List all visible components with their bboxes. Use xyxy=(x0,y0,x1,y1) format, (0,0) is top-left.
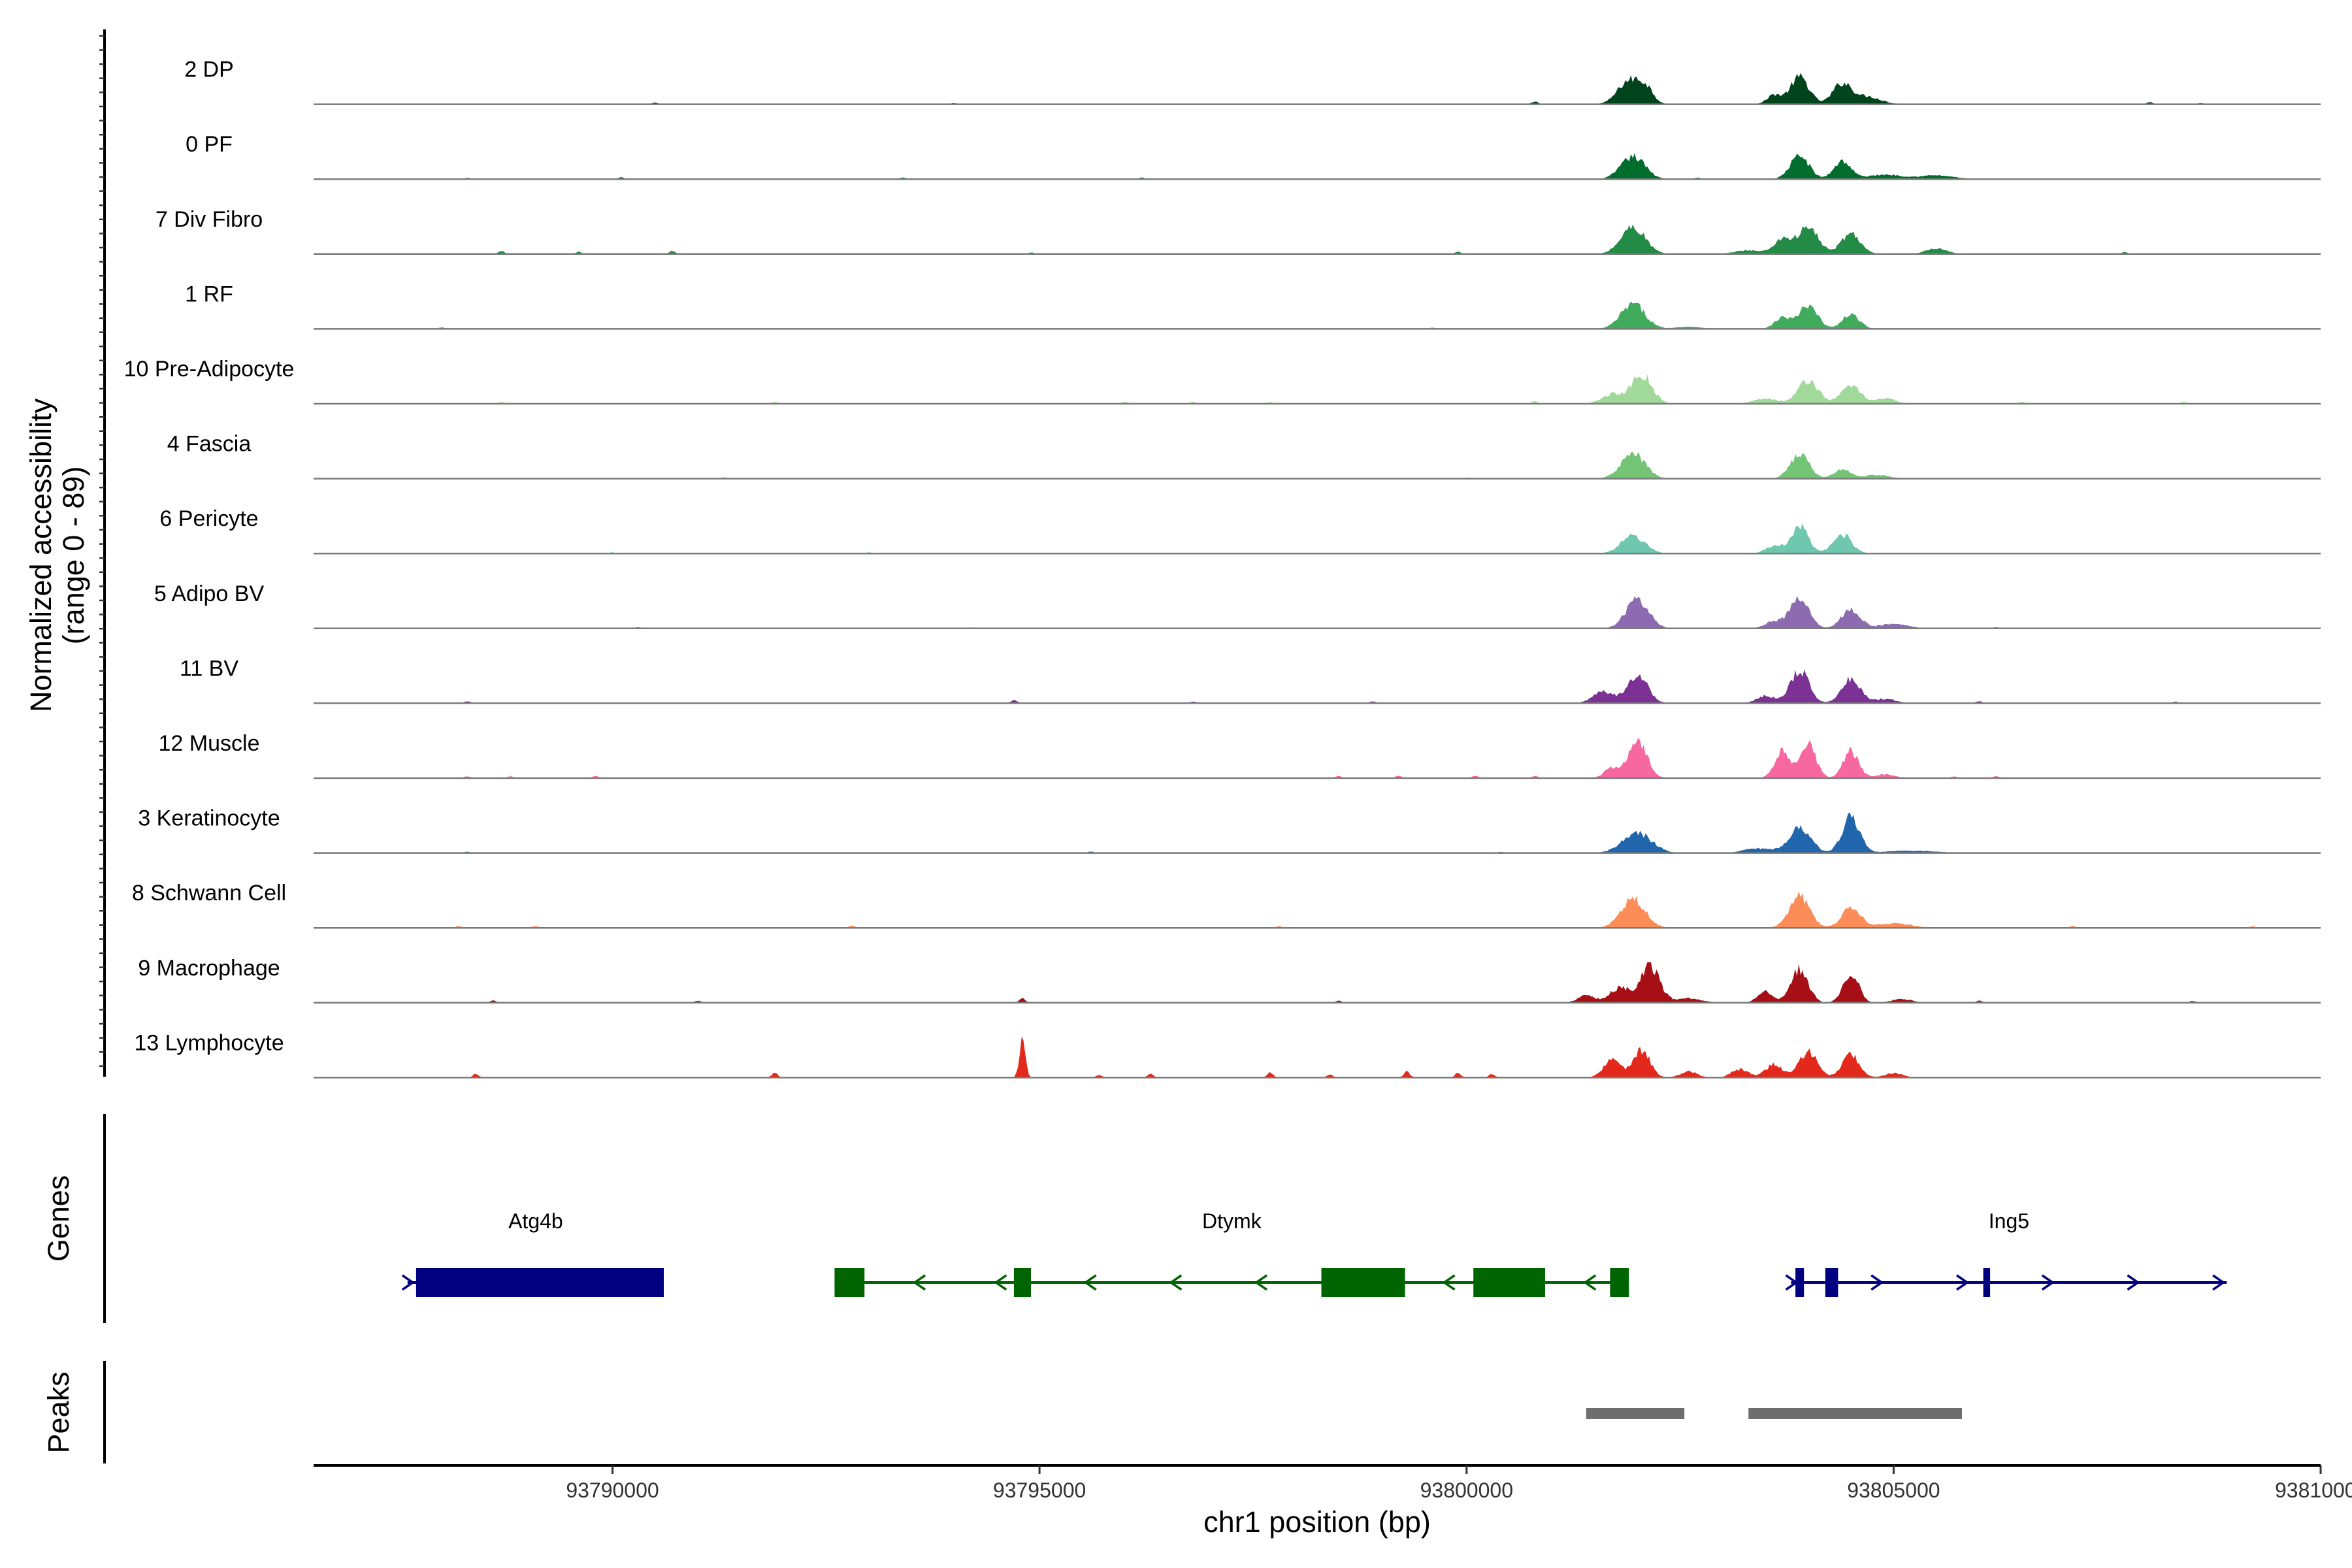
exon-3-2 xyxy=(1825,1268,1838,1297)
strand-arrow-2-1 xyxy=(913,1274,926,1291)
track-label-6: 4 Fascia xyxy=(167,432,252,457)
track-area-1 xyxy=(314,73,2321,105)
track-13: 9 Macrophage xyxy=(138,956,2321,1004)
x-tick-label-5: 93810000 xyxy=(2275,1478,2352,1502)
x-tick-label-3: 93800000 xyxy=(1420,1478,1513,1502)
track-1: 2 DP xyxy=(184,57,2321,105)
track-label-12: 8 Schwann Cell xyxy=(132,881,286,906)
track-area-7 xyxy=(314,523,2321,554)
exon-1-1 xyxy=(416,1268,664,1297)
track-label-2: 0 PF xyxy=(186,132,233,157)
peak-region-2 xyxy=(1748,1408,1962,1419)
track-area-3 xyxy=(314,224,2321,254)
strand-arrow-2-6 xyxy=(1442,1274,1456,1291)
exon-2-4 xyxy=(1473,1268,1545,1297)
track-label-4: 1 RF xyxy=(185,282,233,306)
gene-Ing5: Ing5 xyxy=(1785,1209,2227,1297)
y-axis-title-range: (range 0 - 89) xyxy=(57,466,90,645)
exon-3-1 xyxy=(1795,1268,1805,1297)
track-area-5 xyxy=(314,374,2321,404)
strand-arrow-2-4 xyxy=(1169,1274,1183,1291)
track-3: 7 Div Fibro xyxy=(155,207,2321,255)
x-axis-title: chr1 position (bp) xyxy=(1203,1505,1431,1539)
gene-Dtymk: Dtymk xyxy=(834,1209,1629,1297)
gene-label-3: Ing5 xyxy=(1989,1209,2029,1233)
track-area-9 xyxy=(314,669,2321,704)
y-axis: Normalized accessibility (range 0 - 89) xyxy=(24,29,106,1077)
strand-arrow-3-2 xyxy=(1870,1274,1884,1291)
track-14: 13 Lymphocyte xyxy=(134,1030,2321,1079)
track-area-8 xyxy=(314,596,2321,629)
track-5: 10 Pre-Adipocyte xyxy=(124,357,2321,405)
track-area-13 xyxy=(314,962,2321,1003)
track-area-11 xyxy=(314,812,2321,853)
x-tick-label-4: 93805000 xyxy=(1847,1478,1940,1502)
track-7: 6 Pericyte xyxy=(159,506,2321,555)
track-label-5: 10 Pre-Adipocyte xyxy=(124,357,295,382)
gene-annotation-panel: Genes Atg4b Dtymk Ing5 xyxy=(42,1114,2227,1323)
track-area-6 xyxy=(314,451,2321,479)
strand-arrow-3-3 xyxy=(1956,1274,1970,1291)
track-11: 3 Keratinocyte xyxy=(138,806,2321,854)
x-tick-label-2: 93795000 xyxy=(993,1478,1086,1502)
track-label-8: 5 Adipo BV xyxy=(154,581,265,606)
gene-label-2: Dtymk xyxy=(1202,1209,1262,1233)
track-label-11: 3 Keratinocyte xyxy=(138,806,280,831)
track-label-7: 6 Pericyte xyxy=(159,506,258,531)
track-label-9: 11 BV xyxy=(180,656,238,681)
strand-arrow-2-2 xyxy=(994,1274,1007,1291)
exon-2-1 xyxy=(834,1268,865,1297)
track-label-13: 9 Macrophage xyxy=(138,956,280,981)
track-area-2 xyxy=(314,153,2321,180)
track-10: 12 Muscle xyxy=(159,731,2321,779)
track-8: 5 Adipo BV xyxy=(154,581,2321,630)
y-axis-ticks xyxy=(99,35,105,1068)
exon-2-5 xyxy=(1610,1268,1629,1297)
strand-arrow-2-3 xyxy=(1083,1274,1097,1291)
x-axis: 93790000 93795000 93800000 93805000 93810000… xyxy=(314,1464,2352,1539)
track-label-10: 12 Muscle xyxy=(159,731,260,756)
peaks-panel: Peaks xyxy=(42,1361,1962,1463)
track-12: 8 Schwann Cell xyxy=(132,881,2321,929)
track-area-4 xyxy=(314,301,2321,329)
track-label-1: 2 DP xyxy=(184,57,234,82)
exon-3-3 xyxy=(1983,1268,1991,1297)
track-6: 4 Fascia xyxy=(167,432,2321,480)
strand-arrow-3-6 xyxy=(2212,1274,2226,1291)
exon-2-2 xyxy=(1013,1268,1031,1297)
track-2: 0 PF xyxy=(186,132,2321,180)
strand-arrow-3-4 xyxy=(2041,1274,2055,1291)
x-tick-label-1: 93790000 xyxy=(566,1478,659,1502)
strand-arrow-2-5 xyxy=(1254,1274,1267,1291)
peak-region-1 xyxy=(1586,1408,1685,1419)
strand-arrow-3-5 xyxy=(2127,1274,2140,1291)
strand-arrow-3-1 xyxy=(1785,1274,1799,1291)
y-axis-title: Normalized accessibility xyxy=(24,398,57,712)
track-area-12 xyxy=(314,891,2321,928)
peaks-axis-title: Peaks xyxy=(42,1371,75,1453)
track-label-14: 13 Lymphocyte xyxy=(134,1030,284,1055)
exon-2-3 xyxy=(1321,1268,1405,1297)
track-4: 1 RF xyxy=(185,282,2321,330)
track-area-10 xyxy=(314,738,2321,778)
coverage-tracks: 2 DP 0 PF 7 Div Fibro 1 RF 10 Pre-Adipocyte 4… xyxy=(124,57,2321,1079)
gene-label-1: Atg4b xyxy=(508,1209,563,1233)
track-9: 11 BV xyxy=(180,656,2321,704)
strand-arrow-1-1 xyxy=(401,1274,415,1291)
track-label-3: 7 Div Fibro xyxy=(155,207,263,232)
x-axis-ticks: 93790000 93795000 93800000 93805000 93810000 xyxy=(566,1465,2352,1502)
genes-axis-title: Genes xyxy=(42,1175,75,1262)
strand-arrow-2-7 xyxy=(1583,1274,1597,1291)
track-area-14 xyxy=(314,1037,2321,1078)
gene-Atg4b: Atg4b xyxy=(401,1209,664,1297)
